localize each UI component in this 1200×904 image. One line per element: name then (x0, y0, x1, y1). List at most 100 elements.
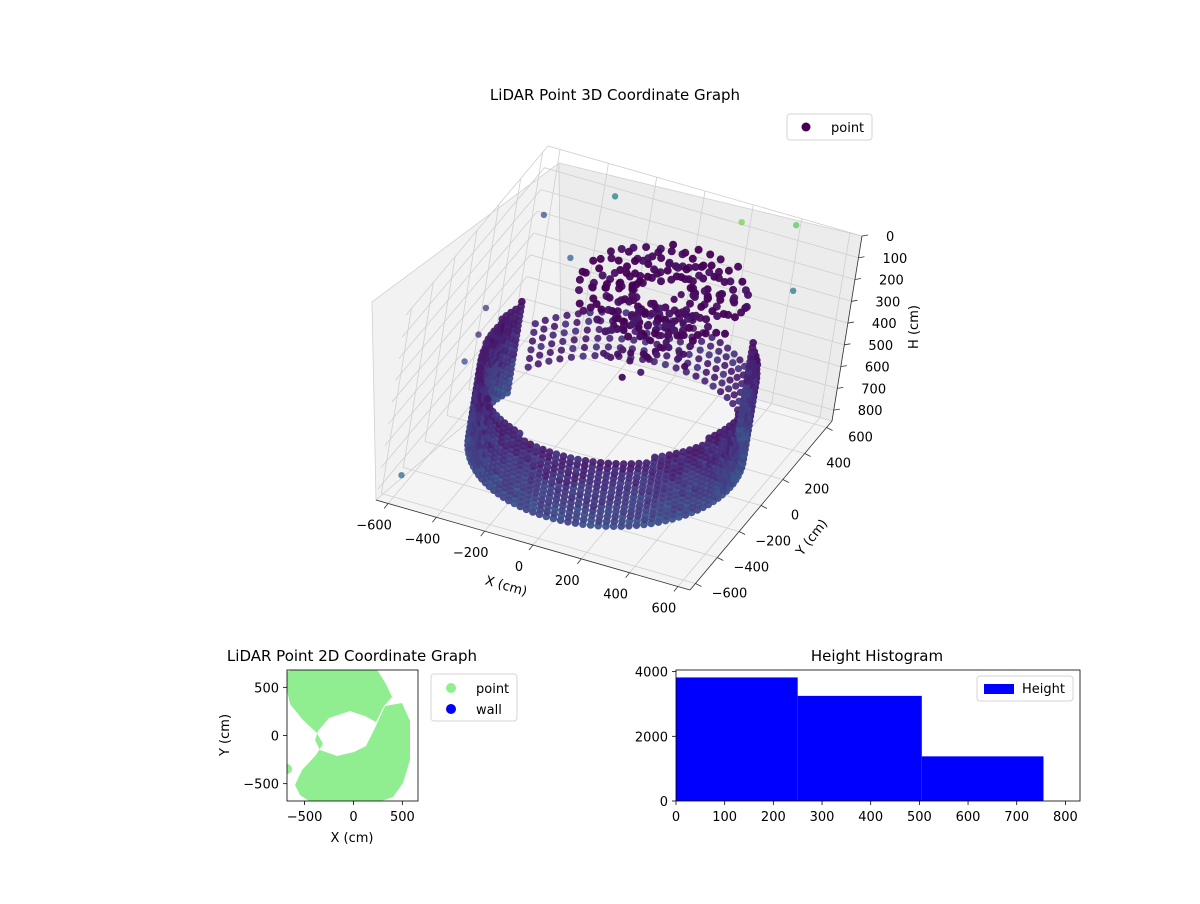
x-tick-label-2d: 500 (390, 810, 415, 825)
histogram-bar (797, 695, 922, 801)
z-tick-label: 700 (861, 382, 886, 397)
scatter-3d-point (661, 361, 670, 369)
scatter-3d-point (605, 293, 614, 302)
scatter-3d-point (607, 353, 615, 361)
scatter-3d-point (579, 352, 587, 360)
scatter-3d-point (664, 332, 672, 340)
y-tick-mark (826, 427, 833, 431)
scatter-3d-point (793, 222, 800, 229)
scatter-3d-point (570, 336, 578, 344)
y-tick-label: 600 (848, 431, 873, 446)
scatter-3d-point (705, 268, 714, 277)
scatter-3d-point (696, 346, 704, 354)
scatter-3d-point (526, 354, 534, 363)
scatter-3d-point (665, 344, 673, 352)
scatter-3d-point (665, 451, 674, 459)
scatter-3d-point (790, 287, 797, 294)
z-axis-line (831, 235, 863, 422)
x-tick-mark (576, 558, 582, 565)
y-axis-label-2d: Y (cm) (218, 714, 233, 757)
scatter-3d-point (614, 350, 622, 358)
scatter-2d-point-cloud (287, 670, 410, 801)
y-tick-label-hist: 2000 (635, 730, 668, 745)
z-tick-label: 200 (879, 274, 904, 289)
x-tick-label-hist: 700 (1004, 810, 1029, 825)
scatter-3d-point (604, 459, 613, 468)
scatter-3d-point (625, 297, 634, 306)
z-tick-mark (861, 234, 869, 237)
x-tick-label: 600 (652, 602, 677, 617)
scatter-3d-point (626, 357, 634, 365)
z-tick-mark (833, 408, 840, 411)
x-ticks-3d: −600 −400 −200 0 200 400 600 (356, 503, 679, 617)
scatter-3d-point (567, 254, 574, 262)
scatter-3d-point (588, 283, 597, 292)
scatter-3d-point (663, 352, 671, 360)
scatter-3d-point (677, 291, 685, 299)
scatter-3d-point (705, 351, 713, 359)
scatter-3d-point (676, 338, 685, 346)
x-tick-mark (528, 544, 534, 551)
z-tick-label: 500 (868, 339, 893, 354)
scatter-3d-point (719, 310, 728, 318)
y-tick-mark (782, 479, 790, 483)
scatter-3d-point (580, 343, 589, 352)
scatter-3d-point (657, 331, 665, 340)
scatter-3d-point (654, 248, 663, 257)
scatter-3d-point (721, 361, 729, 370)
scatter-3d-point (716, 255, 725, 264)
legend-2d: point wall (430, 673, 518, 722)
scatter-3d-point (681, 248, 690, 257)
scatter-3d-point (475, 331, 482, 338)
x-tick-mark (432, 517, 437, 523)
scatter-3d-point (658, 452, 666, 461)
z-tick-label: 800 (858, 404, 883, 419)
scatter-3d-point (567, 353, 576, 361)
scatter-3d-point (624, 332, 633, 341)
scatter-3d-point (645, 336, 653, 344)
x-tick-label-hist: 800 (1053, 810, 1078, 825)
y-tick-label: −600 (712, 587, 748, 602)
scatter-3d-point (540, 211, 548, 219)
legend-histogram-swatch (984, 684, 1014, 694)
z-tick-mark (844, 343, 851, 346)
scatter-3d-point (682, 368, 690, 376)
y-tick-label: −200 (755, 535, 791, 550)
scatter-3d-point (702, 315, 711, 324)
scatter-3d-point (651, 453, 659, 462)
scatter-3d-point (724, 344, 732, 352)
scatter-3d-point (708, 307, 717, 316)
scatter-3d-point (548, 340, 556, 348)
scatter-3d-point (643, 272, 652, 281)
scatter-3d-point (539, 445, 547, 454)
scatter-3d-point (592, 343, 601, 351)
scatter-3d-point (575, 275, 584, 284)
scatter-3d-point (667, 275, 676, 284)
scatter-3d-point (725, 385, 733, 393)
scatter-3d-point (583, 326, 591, 334)
scatter-3d-point (611, 193, 619, 200)
scatter-3d-point (718, 379, 726, 387)
scatter-3d-point (712, 328, 721, 337)
chart-3d-title: LiDAR Point 3D Coordinate Graph (490, 86, 740, 104)
x-axis-label-2d: X (cm) (331, 831, 374, 846)
scatter-3d-point (707, 342, 715, 350)
scatter-3d-point (545, 448, 554, 456)
scatter-3d-point (695, 355, 703, 363)
x-tick-label-hist: 100 (712, 810, 737, 825)
legend-2d-point-marker (446, 683, 456, 693)
grid-line-x (387, 149, 561, 504)
scatter-3d-point (657, 277, 665, 286)
scatter-3d-point (562, 320, 570, 328)
x-tick-label-hist: 200 (761, 810, 786, 825)
x-tick-label-hist: 500 (907, 810, 932, 825)
scatter-3d-point (731, 313, 739, 322)
scatter-3d-point (612, 460, 620, 468)
scatter-3d-point (582, 335, 590, 343)
scatter-3d-point (669, 240, 678, 249)
x-tick-mark (673, 586, 679, 592)
scatter-3d-point (631, 257, 639, 265)
legend-histogram: Height (976, 675, 1074, 702)
scatter-3d-point (566, 454, 575, 462)
